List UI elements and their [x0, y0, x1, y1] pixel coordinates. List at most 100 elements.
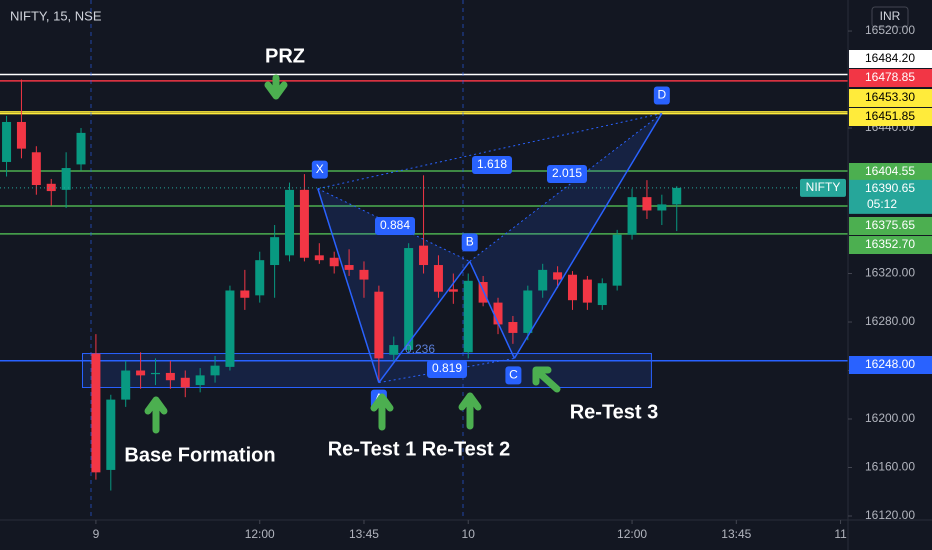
countdown: 05:12 [867, 197, 897, 211]
candle-body [314, 255, 324, 261]
point-label-box [505, 366, 522, 385]
pattern-leg [469, 261, 516, 359]
point-label-box [311, 160, 328, 179]
level-label: 16248.00 [865, 357, 915, 371]
pattern-leg [513, 113, 663, 359]
candle-body [612, 234, 622, 286]
arrow [458, 392, 482, 430]
level-label-box [849, 108, 932, 126]
ratio-label: 0.236 [405, 342, 435, 356]
point-label: X [316, 162, 324, 176]
symbol-label: NIFTY, 15, NSE [10, 8, 102, 23]
level-label-box [849, 89, 932, 107]
ratio-box [472, 156, 512, 174]
level-label-box [849, 236, 932, 254]
point-label-box [461, 233, 478, 252]
y-tick-label: 16280.00 [865, 314, 915, 328]
x-tick-label: 11 [834, 527, 847, 541]
level-label: 16451.85 [865, 109, 915, 123]
candle-body [359, 269, 369, 280]
level-label: 16375.65 [865, 218, 915, 232]
candle-body [523, 290, 533, 333]
annotations: PRZ Base Formation Re-Test 1 Re-Test 2 R… [124, 45, 658, 466]
candle-body [538, 269, 548, 291]
candle-body [463, 280, 473, 353]
y-tick-label: 16160.00 [865, 460, 915, 474]
ratio-label: 1.618 [477, 157, 507, 171]
candle-body [567, 274, 577, 301]
candle-body [508, 322, 518, 333]
y-tick-label: 16320.00 [865, 266, 915, 280]
level-label: 16478.85 [865, 70, 915, 84]
candle-body [553, 272, 563, 280]
annotation: Re-Test 2 [422, 438, 511, 460]
candle-body [285, 189, 295, 256]
candle-body [165, 372, 175, 381]
x-tick-label: 12:00 [245, 527, 275, 541]
candle-body [672, 187, 682, 205]
candle-body [344, 265, 354, 270]
candle-body [627, 197, 637, 235]
candle-body [150, 372, 160, 375]
last-price-name-box [800, 178, 846, 197]
candle-body [2, 121, 12, 162]
candle-body [255, 260, 265, 296]
candle-body [270, 237, 280, 266]
x-tick-label: 10 [462, 527, 476, 541]
candle-body [433, 265, 443, 292]
x-tick-label: 12:00 [617, 527, 647, 541]
level-label: 16404.55 [865, 164, 915, 178]
last-price-name: NIFTY [806, 180, 841, 194]
pattern-fill [469, 113, 662, 359]
y-tick-label: 16200.00 [865, 411, 915, 425]
pattern-fill [317, 188, 470, 383]
candle-body [478, 282, 488, 303]
annotation: PRZ [265, 45, 305, 67]
arrow [264, 74, 288, 100]
candle-body [657, 204, 667, 211]
last-price-box [849, 179, 932, 214]
arrow [370, 393, 394, 431]
level-label: 16484.20 [865, 51, 915, 65]
candle-body [597, 283, 607, 306]
candle-body [448, 289, 458, 292]
candle-body [76, 132, 86, 165]
y-tick-label: 16520.00 [865, 23, 915, 37]
point-label-box [653, 86, 670, 105]
pattern-ratio-line [317, 112, 662, 190]
ratio-box [375, 217, 415, 235]
annotation: Base Formation [124, 444, 275, 466]
ratio-label: 0.819 [432, 361, 462, 375]
candle-body [46, 183, 56, 192]
candle-body [240, 290, 250, 298]
ratio-label: 0.884 [380, 218, 410, 232]
zone [82, 353, 652, 388]
last-price-label: 16390.65 [865, 181, 915, 195]
arrow [144, 396, 168, 434]
x-tick-label: 13:45 [721, 527, 751, 541]
currency-label: INR [880, 9, 901, 23]
x-tick-label: 13:45 [349, 527, 379, 541]
candle-body [106, 399, 116, 470]
candle-body [195, 375, 205, 386]
pattern-ratio-line [317, 188, 470, 262]
candle-body [299, 189, 309, 258]
candle-body [121, 370, 131, 400]
level-label-box [849, 163, 932, 181]
candle-body [493, 302, 503, 325]
y-tick-label: 16120.00 [865, 508, 915, 522]
level-label-box [849, 217, 932, 235]
candle-body [91, 353, 101, 473]
annotation: Re-Test 3 [570, 401, 659, 423]
candle-body [374, 291, 384, 359]
candle-body [136, 370, 146, 376]
level-label: 16453.30 [865, 90, 915, 104]
candle-body [642, 197, 652, 211]
candle-body [210, 365, 220, 376]
candle-body [16, 121, 26, 149]
arrow [532, 366, 561, 393]
candle-body [404, 248, 414, 350]
candle-body [61, 168, 71, 190]
level-label-box [849, 50, 932, 68]
